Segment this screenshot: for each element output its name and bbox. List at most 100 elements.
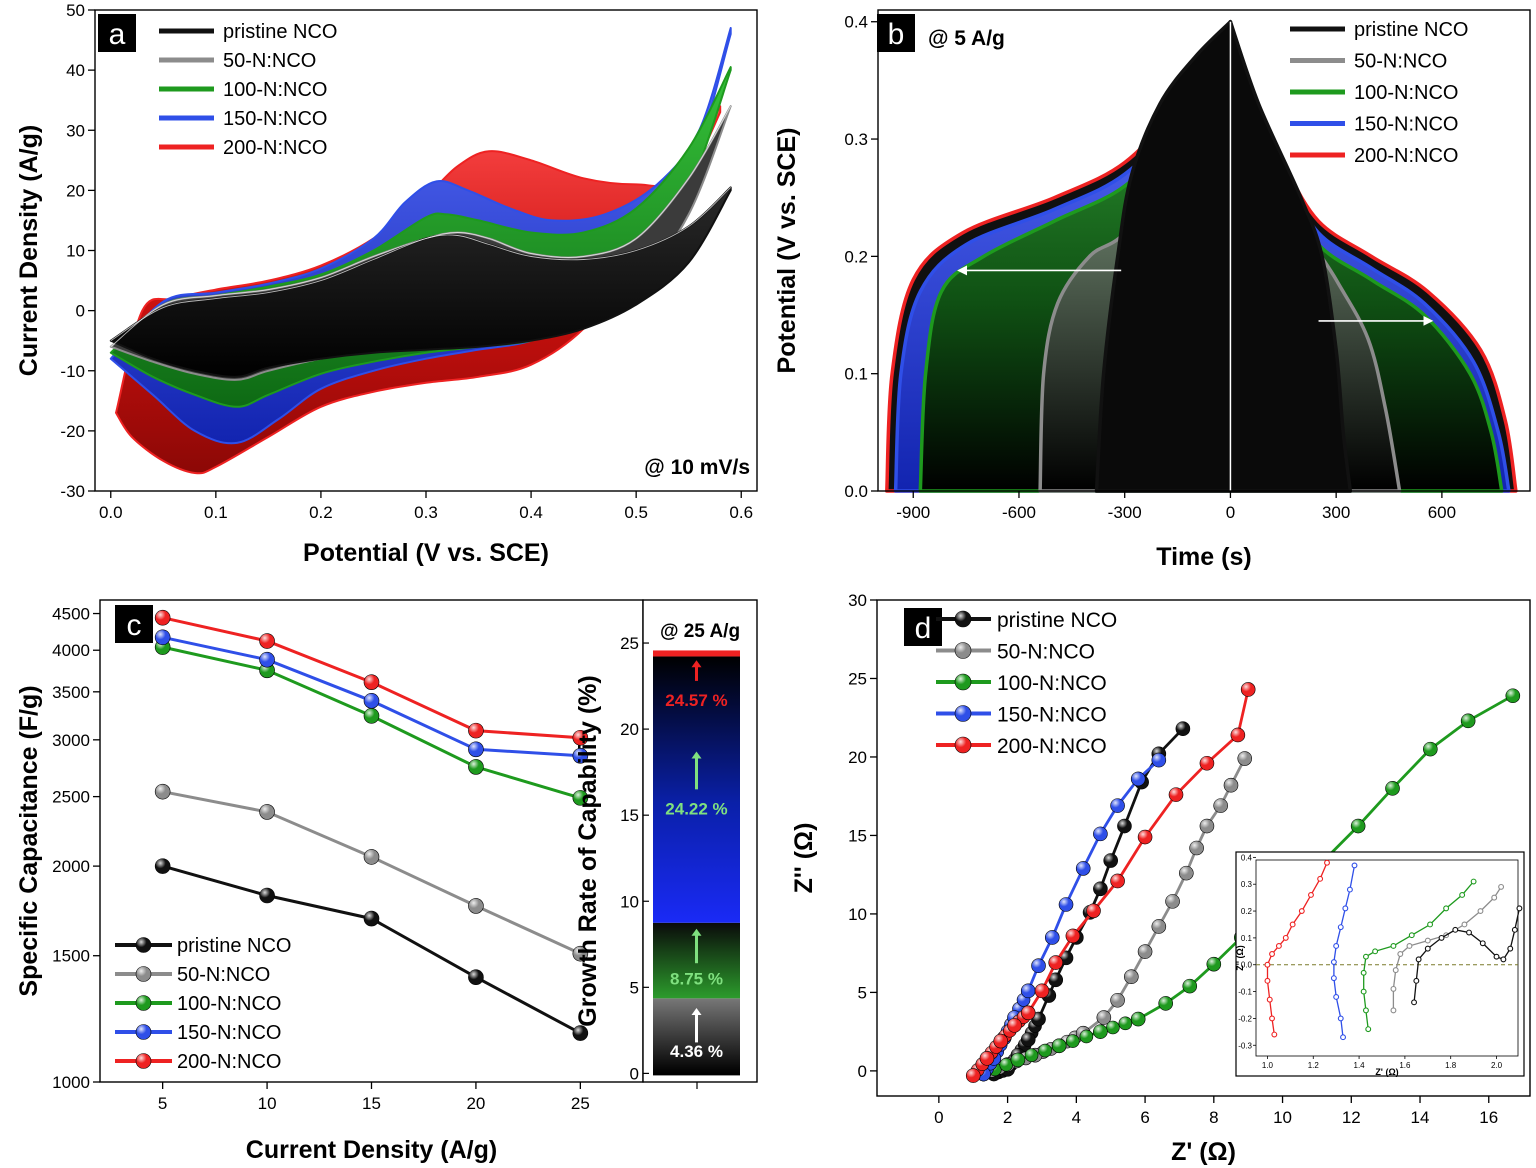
inset-y-tick-label: 15 xyxy=(620,806,639,825)
y-tick-label: -20 xyxy=(60,422,85,441)
y-tick-label: 0 xyxy=(858,1062,867,1081)
nyquist-point-n100-highlight xyxy=(1158,996,1173,1011)
nyquist-point-n150-highlight xyxy=(1151,753,1166,768)
y-axis-title: Z'' (Ω) xyxy=(790,823,818,894)
nyquist-point-n100-highlight xyxy=(1182,979,1197,994)
panel-label-box xyxy=(877,14,915,52)
inset-point-n50 xyxy=(1424,937,1431,944)
legend-marker-highlight xyxy=(955,674,971,690)
data-point-pristine-highlight xyxy=(572,1025,588,1041)
inset-point-n50 xyxy=(1477,908,1484,915)
legend-label: 150-N:NCO xyxy=(223,108,327,130)
nyquist-point-n200-highlight xyxy=(966,1068,981,1083)
x-tick-label: 0.0 xyxy=(99,503,123,522)
y-tick-label: 10 xyxy=(66,242,85,261)
inset-point-n200 xyxy=(1266,996,1273,1003)
nyquist-point-n150-highlight xyxy=(1031,958,1046,973)
inset-point-n200 xyxy=(1289,921,1296,928)
inset-point-n50 xyxy=(1390,985,1397,992)
inset-point-n150 xyxy=(1346,886,1353,893)
panel-a: 0.0 0.1 0.2 0.3 0.4 0.5 0.6 -30 -20 -10 0 10 20 30 40 5… xyxy=(15,1,758,567)
inset-point-pristine xyxy=(1516,905,1523,912)
legend-label: 100-N:NCO xyxy=(223,79,327,101)
inset-point-n200 xyxy=(1269,951,1275,957)
inset-y-tick-label: -0.3 xyxy=(1238,1041,1252,1050)
nyquist-point-n200-highlight xyxy=(1169,787,1184,802)
x-tick-label: 0.5 xyxy=(624,503,648,522)
nyquist-point-n150-highlight xyxy=(1021,983,1036,998)
nyquist-point-n100-highlight xyxy=(1079,1029,1093,1043)
inset-y-tick-label: 10 xyxy=(620,892,639,911)
panel-label-box xyxy=(115,605,153,643)
y-tick-label: 5 xyxy=(858,983,867,1002)
plot-frame xyxy=(876,599,1531,1097)
y-tick-label: 0.4 xyxy=(844,13,868,32)
x-tick-label: 0.2 xyxy=(309,503,333,522)
nyquist-point-n50-highlight xyxy=(1151,919,1166,934)
inset-y-tick-label: -0.1 xyxy=(1238,988,1252,997)
x-tick-label: -600 xyxy=(1002,503,1036,522)
y-tick-label: 30 xyxy=(66,121,85,140)
inset-x-tick-label: 1.4 xyxy=(1354,1061,1366,1070)
x-tick-label: 5 xyxy=(158,1094,167,1113)
inset-point-pristine xyxy=(1411,999,1418,1006)
x-tick-label: 4 xyxy=(1072,1108,1081,1127)
nyquist-point-n50-highlight xyxy=(1110,993,1125,1008)
inset-point-n100 xyxy=(1372,948,1379,955)
inset-plot-frame xyxy=(1255,859,1519,1057)
data-point-n50-highlight xyxy=(364,849,379,865)
panel-label: a xyxy=(109,18,126,51)
inset-point-n200 xyxy=(1282,934,1289,941)
inset-y-tick-label: 25 xyxy=(620,634,639,653)
y-tick-label: 4500 xyxy=(52,605,90,624)
x-tick-label: 25 xyxy=(571,1094,590,1113)
inset-point-pristine xyxy=(1479,940,1486,947)
data-point-n150-highlight xyxy=(155,629,171,645)
legend-marker-highlight xyxy=(136,995,151,1011)
x-tick-label: 12 xyxy=(1342,1108,1361,1127)
inset-point-n50 xyxy=(1397,951,1404,957)
nyquist-point-n100-highlight xyxy=(1423,742,1438,757)
nyquist-point-n200-highlight xyxy=(1110,873,1125,888)
nyquist-point-n200-highlight xyxy=(979,1051,994,1066)
inset-x-title: Z' (Ω) xyxy=(1375,1067,1398,1077)
scan-rate-annotation: @ 10 mV/s xyxy=(644,456,750,479)
inset-y-title: Z'' (Ω) xyxy=(1235,945,1245,971)
nyquist-point-n150-highlight xyxy=(1059,897,1074,912)
nyquist-point-n50-highlight xyxy=(1124,969,1139,984)
y-tick-label: 15 xyxy=(848,826,867,845)
x-axis-title: Current Density (A/g) xyxy=(246,1136,497,1164)
y-tick-label: 20 xyxy=(66,181,85,200)
nyquist-point-n200-highlight xyxy=(1138,830,1153,845)
legend-marker-highlight xyxy=(136,1053,151,1069)
data-point-n200-highlight xyxy=(259,633,275,649)
inset-y-tick-label: 0.4 xyxy=(1241,853,1253,862)
nyquist-point-n100-highlight xyxy=(1385,781,1400,796)
x-tick-label: 0 xyxy=(934,1108,943,1127)
nyquist-point-n150-highlight xyxy=(1131,771,1146,786)
x-tick-label: 6 xyxy=(1140,1108,1149,1127)
inset-y-tick-label: 0 xyxy=(630,1064,639,1083)
inset-point-n150 xyxy=(1337,1015,1344,1022)
inset-point-n100 xyxy=(1362,1007,1369,1014)
data-point-n50-highlight xyxy=(572,946,588,962)
inset-point-pristine xyxy=(1493,953,1500,960)
inset-point-pristine xyxy=(1415,956,1422,963)
y-tick-label: 0.0 xyxy=(844,482,868,501)
inset-point-n100 xyxy=(1362,953,1369,960)
y-axis-title: Potential (V vs. SCE) xyxy=(773,128,801,374)
nyquist-point-n100-highlight xyxy=(1038,1044,1052,1058)
x-axis-title: Potential (V vs. SCE) xyxy=(303,539,549,567)
inset-x-tick-label: 1.6 xyxy=(1399,1061,1411,1070)
nyquist-point-pristine-highlight xyxy=(1117,819,1132,834)
inset-y-tick-label: -0.2 xyxy=(1238,1014,1252,1023)
x-tick-label: -300 xyxy=(1108,503,1142,522)
inset-point-n100 xyxy=(1459,891,1466,898)
data-point-n200-highlight xyxy=(468,723,484,739)
inset-x-tick-label: 1.0 xyxy=(1262,1061,1274,1070)
inset-point-n50 xyxy=(1461,921,1468,928)
inset-point-n50 xyxy=(1498,883,1505,890)
y-tick-label: 4000 xyxy=(52,641,90,660)
inset-point-n100 xyxy=(1427,921,1434,928)
